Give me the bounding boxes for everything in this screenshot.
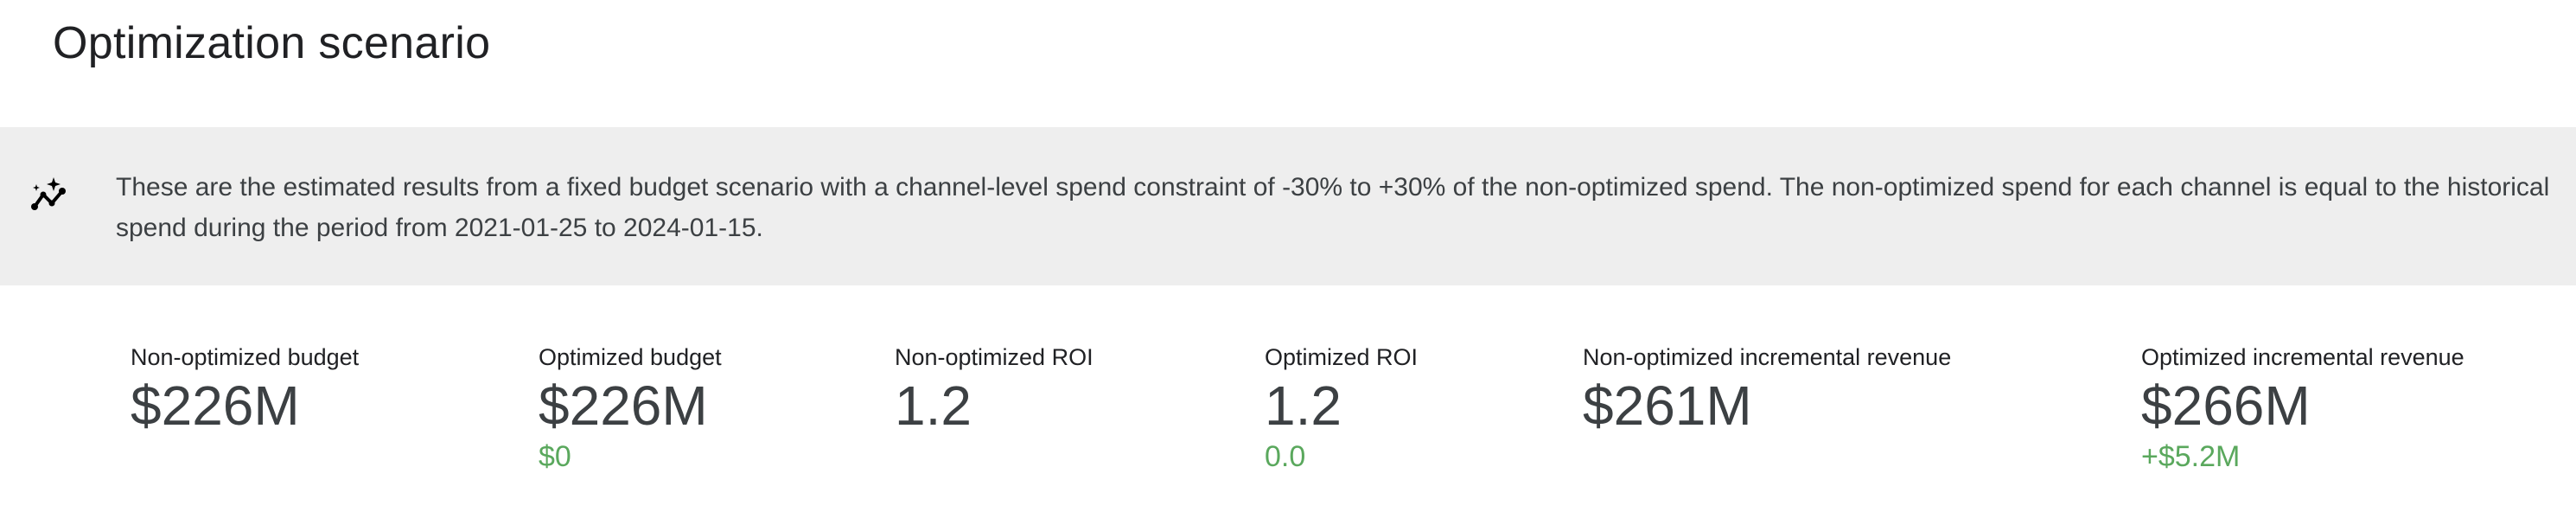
metric-value: 1.2	[1265, 374, 1342, 437]
metric-label: Non-optimized ROI	[895, 344, 1094, 370]
metric-optimized-roi: Optimized ROI 1.2 0.0	[1265, 344, 1418, 474]
metric-label: Non-optimized budget	[131, 344, 360, 370]
metric-value: $226M	[539, 374, 708, 437]
metric-label: Optimized budget	[539, 344, 722, 370]
metric-delta: 0.0	[1265, 440, 1306, 473]
metric-optimized-incremental-revenue: Optimized incremental revenue $266M +$5.…	[2141, 344, 2464, 474]
metric-optimized-budget: Optimized budget $226M $0	[539, 344, 722, 474]
metric-value: 1.2	[895, 374, 972, 437]
metric-value: $226M	[131, 374, 300, 437]
metric-delta: $0	[539, 440, 571, 473]
metric-label: Non-optimized incremental revenue	[1583, 344, 1952, 370]
page-title: Optimization scenario	[53, 18, 491, 68]
metric-value: $266M	[2141, 374, 2311, 437]
metric-delta: +$5.2M	[2141, 440, 2241, 473]
insights-sparkle-icon	[29, 174, 71, 215]
metric-label: Optimized incremental revenue	[2141, 344, 2464, 370]
metric-value: $261M	[1583, 374, 1752, 437]
metric-non-optimized-incremental-revenue: Non-optimized incremental revenue $261M	[1583, 344, 1951, 438]
banner-text: These are the estimated results from a f…	[116, 173, 2550, 242]
metric-non-optimized-roi: Non-optimized ROI 1.2	[895, 344, 1094, 438]
metric-non-optimized-budget: Non-optimized budget $226M	[131, 344, 359, 438]
metric-label: Optimized ROI	[1265, 344, 1419, 370]
info-banner: These are the estimated results from a f…	[0, 127, 2576, 285]
